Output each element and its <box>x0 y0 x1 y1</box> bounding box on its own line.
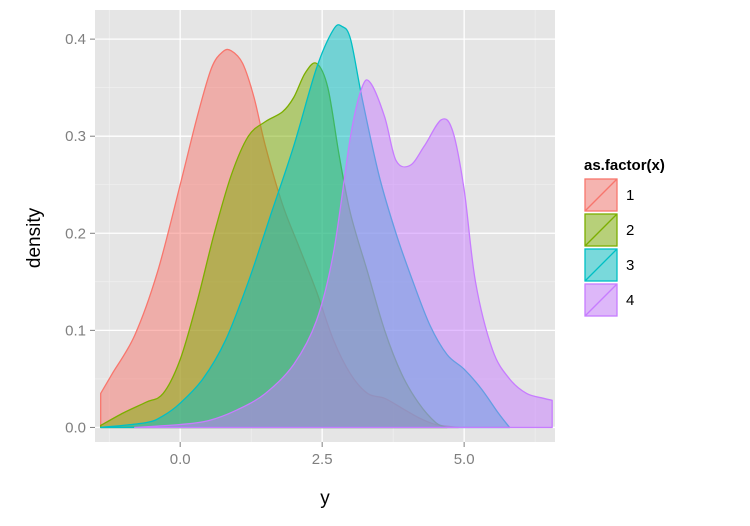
x-tick-label: 2.5 <box>312 451 333 468</box>
legend-title: as.factor(x) <box>584 157 665 174</box>
legend-label-1: 1 <box>626 187 634 204</box>
legend-key-slash-4 <box>584 283 618 317</box>
y-tick-label: 0.0 <box>65 419 86 436</box>
y-tick-label: 0.2 <box>65 225 86 242</box>
y-tick-label: 0.4 <box>65 31 86 48</box>
density-area-4 <box>134 79 553 429</box>
y-axis-title: density <box>24 207 45 268</box>
y-tick-label: 0.1 <box>65 322 86 339</box>
y-tick-label: 0.3 <box>65 128 86 145</box>
x-tick-label: 0.0 <box>170 451 191 468</box>
x-axis: 0.0 2.5 5.0 <box>170 442 475 468</box>
x-axis-title: y <box>320 488 330 509</box>
legend-label-2: 2 <box>626 222 634 239</box>
legend-keys: 1 2 3 4 <box>583 177 634 318</box>
legend: as.factor(x) 1 2 3 4 <box>583 157 665 318</box>
legend-label-4: 4 <box>626 292 634 309</box>
legend-label-3: 3 <box>626 257 634 274</box>
legend-key-slash-1 <box>584 178 618 212</box>
density-areas <box>100 24 553 429</box>
x-tick-label: 5.0 <box>454 451 475 468</box>
legend-key-slash-3 <box>584 248 618 282</box>
legend-key-slash-2 <box>584 213 618 247</box>
y-axis: 0.0 0.1 0.2 0.3 0.4 <box>65 31 95 436</box>
